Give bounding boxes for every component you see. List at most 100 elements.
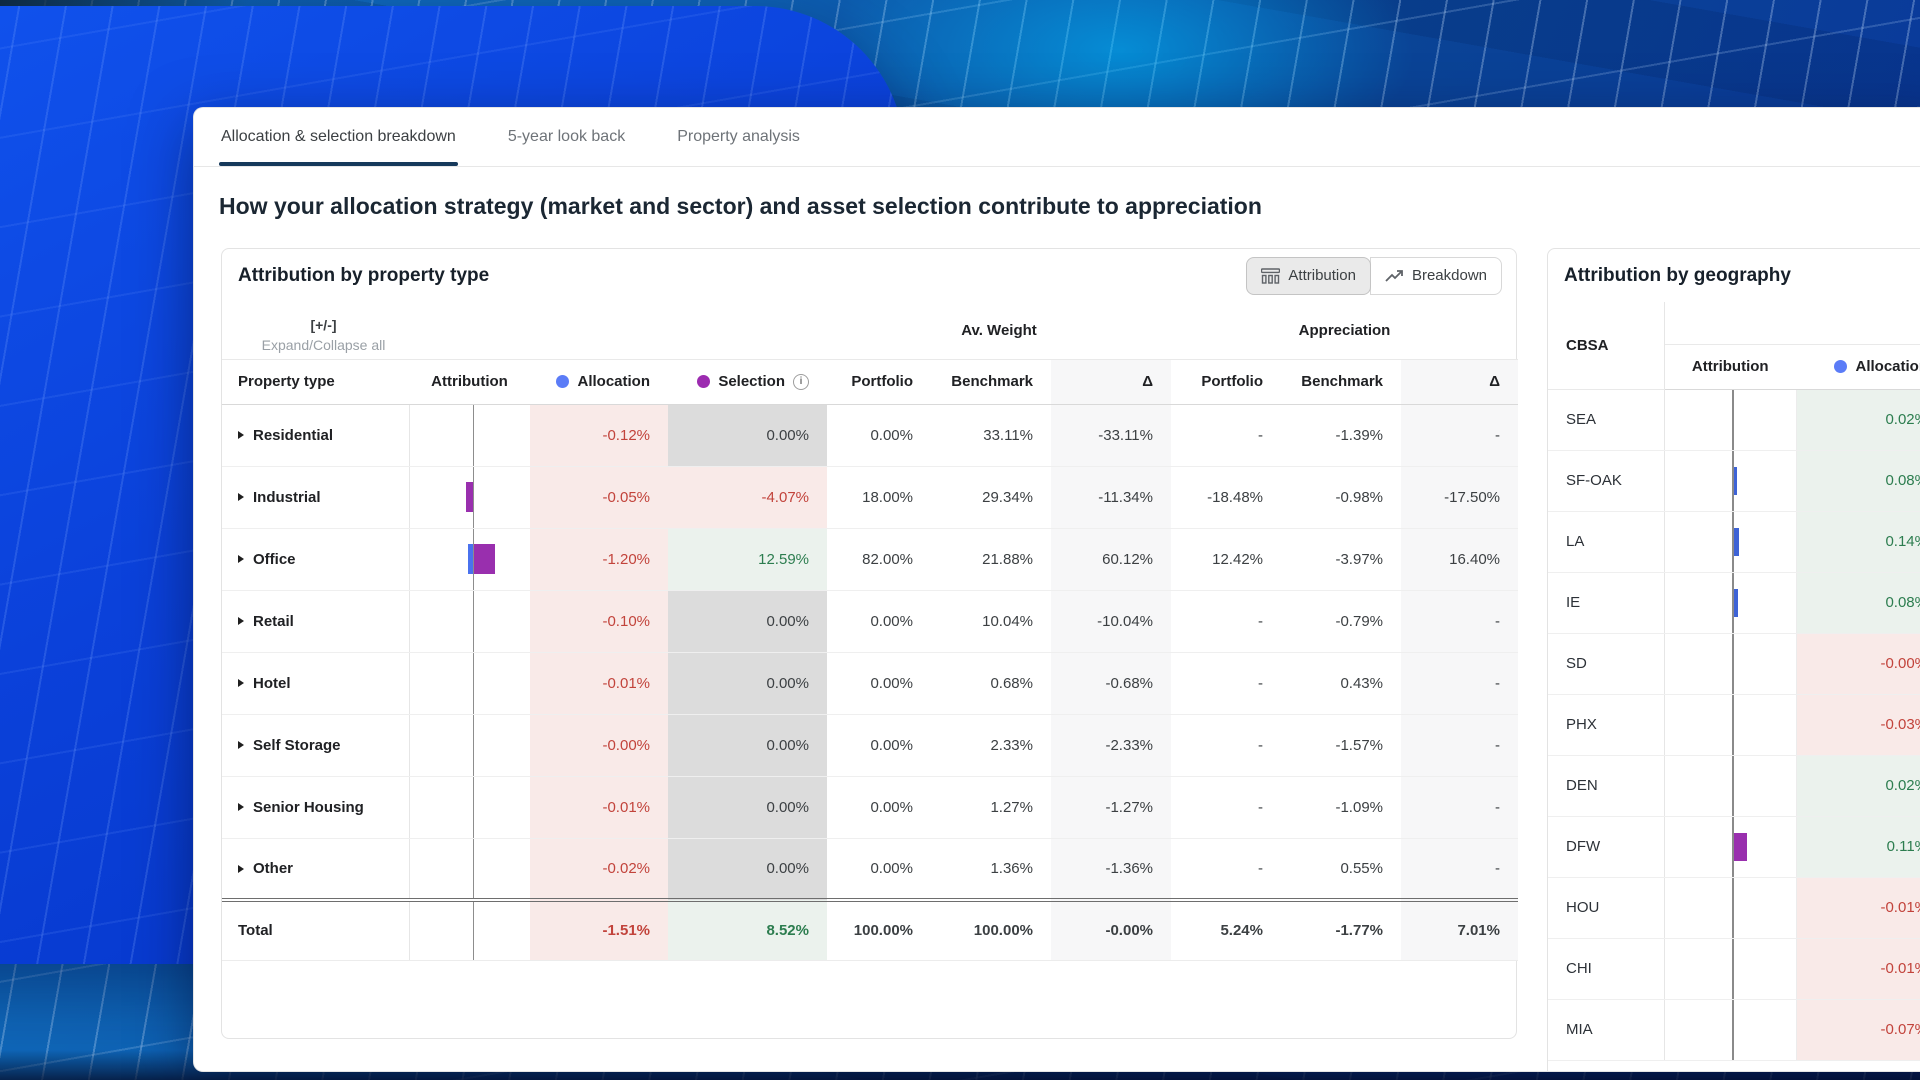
geo-bar [1733,466,1737,495]
expand-arrow-icon [238,803,244,812]
group-header-row: [+/-] Expand/Collapse all Av. Weight App… [222,302,1518,360]
breakdown-toggle-label: Breakdown [1411,267,1487,284]
property-type-cell: Other [222,838,410,901]
expand-symbol: [+/-] [310,317,337,334]
appr-delta-value: - [1401,590,1518,653]
property-type-cell: Hotel [222,652,410,715]
row-expand-toggle[interactable]: Office [222,551,296,568]
geo-row: PHX -0.03% [1548,694,1920,756]
geo-allocation-value: -0.00% [1796,633,1920,695]
property-type-cell: Residential [222,404,410,467]
allocation-value: -0.00% [530,714,668,777]
weight-benchmark-header: Benchmark [931,359,1051,405]
weight-delta-header: Δ [1051,359,1171,405]
property-type-header: Property type [222,359,409,405]
weight-delta-value: -10.04% [1051,590,1171,653]
geo-bar [1733,527,1739,556]
weight-benchmark-value: 1.27% [931,776,1051,839]
appreciation-group-header: Appreciation [1171,302,1518,360]
total-appr-portfolio: 5.24% [1171,898,1281,961]
allocation-value: -0.02% [530,838,668,901]
expand-collapse-all-control[interactable]: [+/-] Expand/Collapse all [222,305,409,355]
weight-portfolio-header: Portfolio [827,359,931,405]
selection-header-label: Selection [718,373,785,390]
attribution-bar-cell [409,404,530,467]
allocation-value: -0.10% [530,590,668,653]
row-expand-toggle[interactable]: Senior Housing [222,799,364,816]
tab-allocation-selection-breakdown[interactable]: Allocation & selection breakdown [219,128,458,166]
av-weight-group-header: Av. Weight [827,302,1171,360]
geo-row: SF-OAK 0.08% [1548,450,1920,512]
geo-bar [1733,588,1738,617]
geo-attribution-bar-cell [1664,999,1797,1061]
tab-bar: Allocation & selection breakdown 5-year … [194,108,1920,167]
property-row: Retail -0.10% 0.00% 0.00% 10.04% -10.04%… [222,590,1518,653]
column-header-row: Property type Attribution Allocation Sel… [222,359,1518,405]
weight-delta-value: -11.34% [1051,466,1171,529]
property-row: Self Storage -0.00% 0.00% 0.00% 2.33% -2… [222,714,1518,777]
selection-bar [473,544,495,574]
appr-delta-value: - [1401,838,1518,901]
appr-benchmark-value: -0.98% [1281,466,1401,529]
appr-delta-value: - [1401,714,1518,777]
cbsa-label: IE [1548,572,1665,634]
expand-arrow-icon [238,864,244,873]
geo-row: LA 0.14% [1548,511,1920,573]
cbsa-label: MIA [1548,999,1665,1061]
weight-delta-value: -0.68% [1051,652,1171,715]
row-expand-toggle[interactable]: Other [222,860,293,877]
tab-5-year-look-back[interactable]: 5-year look back [507,128,626,145]
geo-attribution-bar-cell [1664,572,1797,634]
row-expand-toggle[interactable]: Retail [222,613,294,630]
expand-arrow-icon [238,431,244,440]
page-title: How your allocation strategy (market and… [219,193,1262,219]
tab-property-analysis[interactable]: Property analysis [677,128,800,145]
total-row: Total -1.51% 8.52% 100.00% 100.00% -0.00… [222,898,1518,962]
weight-delta-value: -2.33% [1051,714,1171,777]
geo-column-header-row: Attribution Allocation [1548,344,1920,390]
breakdown-toggle-button[interactable]: Breakdown [1369,256,1502,295]
attribution-toggle-button[interactable]: Attribution [1246,256,1371,295]
cbsa-label: CHI [1548,938,1665,1000]
total-selection-value: 8.52% [668,898,827,961]
geo-allocation-value: -0.01% [1796,877,1920,939]
geo-row: CHI -0.01% [1548,938,1920,1000]
expand-collapse-cell: [+/-] Expand/Collapse all [222,302,409,360]
expand-arrow-icon [238,617,244,626]
property-row: Other -0.02% 0.00% 0.00% 1.36% -1.36% - … [222,838,1518,901]
property-type-label: Self Storage [253,736,341,754]
allocation-value: -0.01% [530,652,668,715]
selection-info-icon[interactable]: i [793,373,809,390]
attribution-bar-cell [409,776,530,839]
allocation-value: -1.20% [530,528,668,591]
cbsa-label: SEA [1548,389,1665,451]
attribution-bar-cell [409,714,530,777]
empty-group-cell [409,302,827,360]
row-expand-toggle[interactable]: Self Storage [222,737,341,754]
property-type-label: Other [253,860,294,877]
selection-value: -4.07% [668,466,827,529]
weight-portfolio-value: 82.00% [827,528,931,591]
row-expand-toggle[interactable]: Residential [222,427,333,444]
selection-value: 0.00% [668,838,827,901]
allocation-value: -0.12% [530,404,668,467]
attribution-chart-icon [1261,267,1281,284]
geo-attribution-header: Attribution [1664,344,1796,390]
geo-allocation-value: 0.11% [1796,816,1920,878]
appr-portfolio-header: Portfolio [1171,359,1281,405]
row-expand-toggle[interactable]: Industrial [222,489,321,506]
appr-benchmark-value: -1.39% [1281,404,1401,467]
geo-row: DFW 0.11% [1548,816,1920,878]
weight-benchmark-value: 10.04% [931,590,1051,653]
weight-benchmark-value: 21.88% [931,528,1051,591]
property-row: Residential -0.12% 0.00% 0.00% 33.11% -3… [222,404,1518,467]
row-expand-toggle[interactable]: Hotel [222,675,291,692]
appr-delta-value: 16.40% [1401,528,1518,591]
expand-label: Expand/Collapse all [261,337,386,354]
cbsa-label: LA [1548,511,1665,573]
appr-benchmark-value: -1.09% [1281,776,1401,839]
geo-row: DEN 0.02% [1548,755,1920,817]
appr-delta-value: - [1401,652,1518,715]
attribution-bar-cell [409,528,530,591]
geo-allocation-header-label: Allocation [1855,358,1920,375]
